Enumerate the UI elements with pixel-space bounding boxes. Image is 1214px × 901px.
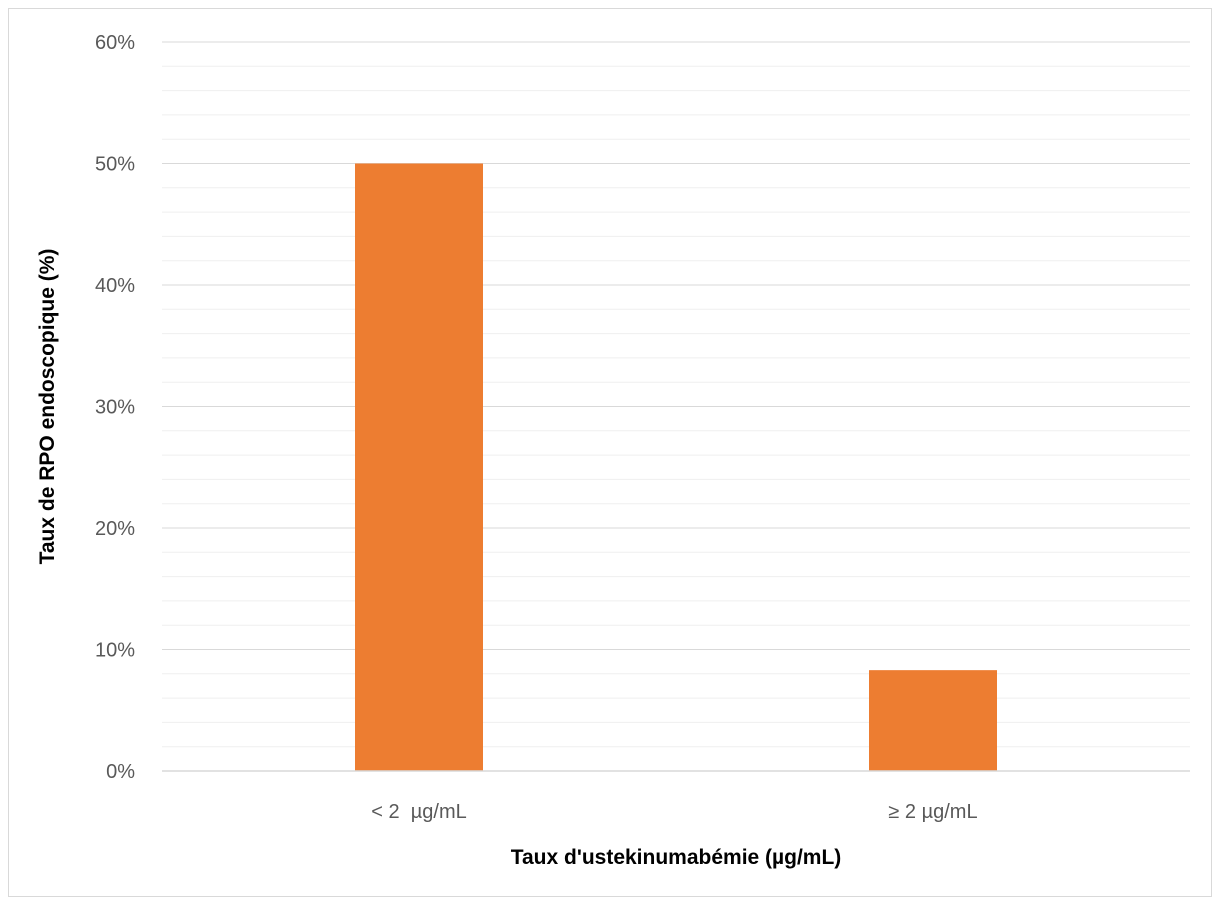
y-tick-label: 10% (95, 640, 135, 662)
x-category-label: ≥ 2 µg/mL (888, 801, 977, 823)
gridlines (162, 41, 1190, 748)
y-tick-label: 30% (95, 397, 135, 419)
y-tick-label: 50% (95, 154, 135, 176)
y-tick-label: 60% (95, 32, 135, 54)
bar (355, 163, 483, 771)
y-tick-label: 20% (95, 518, 135, 540)
y-tick-label: 40% (95, 275, 135, 297)
y-axis-ticks: 0% 10% 20% 30% 40% 50% 60% (95, 32, 135, 783)
y-tick-label: 0% (106, 761, 135, 783)
bar (869, 670, 997, 771)
chart-frame (8, 8, 1212, 897)
bars (355, 163, 997, 771)
y-axis-title: Taux de RPO endoscopique (%) (36, 249, 59, 565)
x-category-label: < 2 µg/mL (371, 801, 466, 823)
x-axis-title: Taux d'ustekinumabémie (µg/mL) (511, 846, 842, 869)
x-axis-categories: < 2 µg/mL ≥ 2 µg/mL (371, 801, 977, 823)
